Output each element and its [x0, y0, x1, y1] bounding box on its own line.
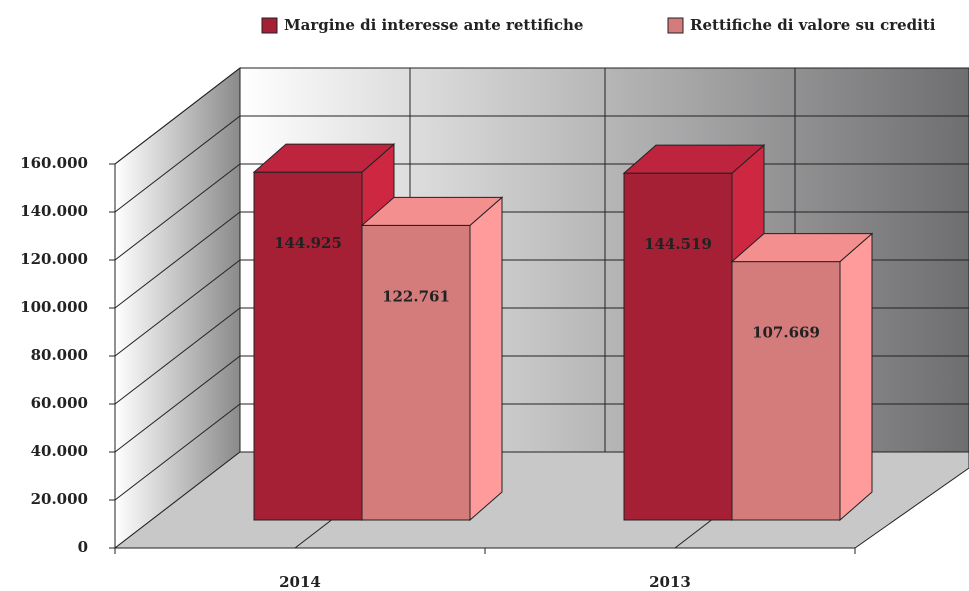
grid-line	[114, 115, 241, 213]
value-label: 122.761	[382, 287, 450, 305]
y-tick-label: 120.000	[20, 250, 88, 268]
value-label: 144.519	[644, 235, 712, 253]
y-tick-label: 0	[78, 538, 88, 556]
bar-top	[730, 233, 874, 263]
x-tick-label: 2014	[279, 573, 321, 591]
bar-top	[252, 143, 396, 173]
value-label: 144.925	[274, 234, 342, 252]
legend-label: Rettifiche di valore su crediti	[690, 16, 936, 34]
bar-top	[360, 196, 504, 226]
grid-line	[114, 163, 241, 261]
y-tick-label: 140.000	[20, 202, 88, 220]
legend-swatch	[261, 17, 278, 34]
bar-top	[622, 144, 766, 174]
bar-side	[839, 232, 873, 522]
grid-line	[114, 307, 241, 405]
grid-line	[114, 403, 241, 501]
value-label: 107.669	[752, 324, 820, 342]
y-tick-label: 20.000	[31, 490, 88, 508]
legend-label: Margine di interesse ante rettifiche	[284, 16, 583, 34]
grid-line	[114, 211, 241, 309]
y-tick-label: 80.000	[31, 346, 88, 364]
bar-side	[469, 196, 503, 522]
x-tick-label: 2013	[649, 573, 691, 591]
bar-front	[623, 172, 733, 521]
y-tick-label: 100.000	[20, 298, 88, 316]
grid-line	[114, 67, 241, 165]
bar-front	[731, 261, 841, 521]
bar-front	[361, 224, 471, 521]
grid-line	[114, 355, 241, 453]
bar-front	[253, 171, 363, 521]
y-tick-label: 40.000	[31, 442, 88, 460]
y-tick-label: 160.000	[20, 154, 88, 172]
grid-line	[114, 259, 241, 357]
y-tick-label: 60.000	[31, 394, 88, 412]
legend-swatch	[667, 17, 684, 34]
